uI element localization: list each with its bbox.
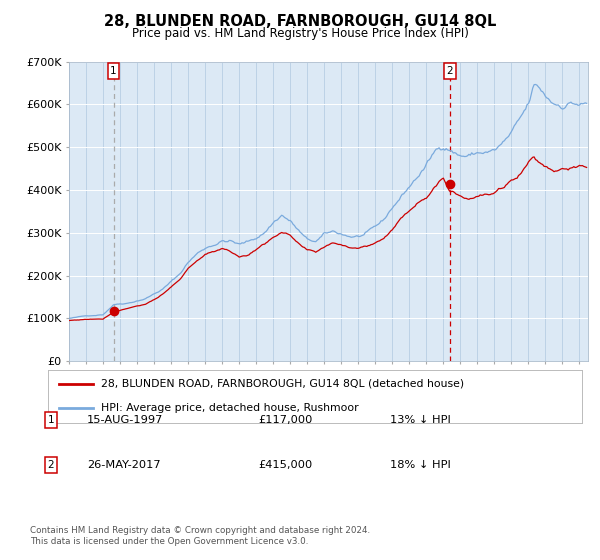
Text: 2: 2 [446, 66, 454, 76]
Text: 1: 1 [47, 415, 55, 425]
Text: £117,000: £117,000 [258, 415, 313, 425]
Text: 1: 1 [110, 66, 117, 76]
Text: 13% ↓ HPI: 13% ↓ HPI [390, 415, 451, 425]
Text: 18% ↓ HPI: 18% ↓ HPI [390, 460, 451, 470]
Text: 15-AUG-1997: 15-AUG-1997 [87, 415, 163, 425]
Text: HPI: Average price, detached house, Rushmoor: HPI: Average price, detached house, Rush… [101, 403, 359, 413]
Text: £415,000: £415,000 [258, 460, 312, 470]
Text: 2: 2 [47, 460, 55, 470]
Text: Contains HM Land Registry data © Crown copyright and database right 2024.
This d: Contains HM Land Registry data © Crown c… [30, 526, 370, 546]
Text: Price paid vs. HM Land Registry's House Price Index (HPI): Price paid vs. HM Land Registry's House … [131, 27, 469, 40]
Text: 26-MAY-2017: 26-MAY-2017 [87, 460, 161, 470]
Text: 28, BLUNDEN ROAD, FARNBOROUGH, GU14 8QL (detached house): 28, BLUNDEN ROAD, FARNBOROUGH, GU14 8QL … [101, 379, 464, 389]
Text: 28, BLUNDEN ROAD, FARNBOROUGH, GU14 8QL: 28, BLUNDEN ROAD, FARNBOROUGH, GU14 8QL [104, 14, 496, 29]
